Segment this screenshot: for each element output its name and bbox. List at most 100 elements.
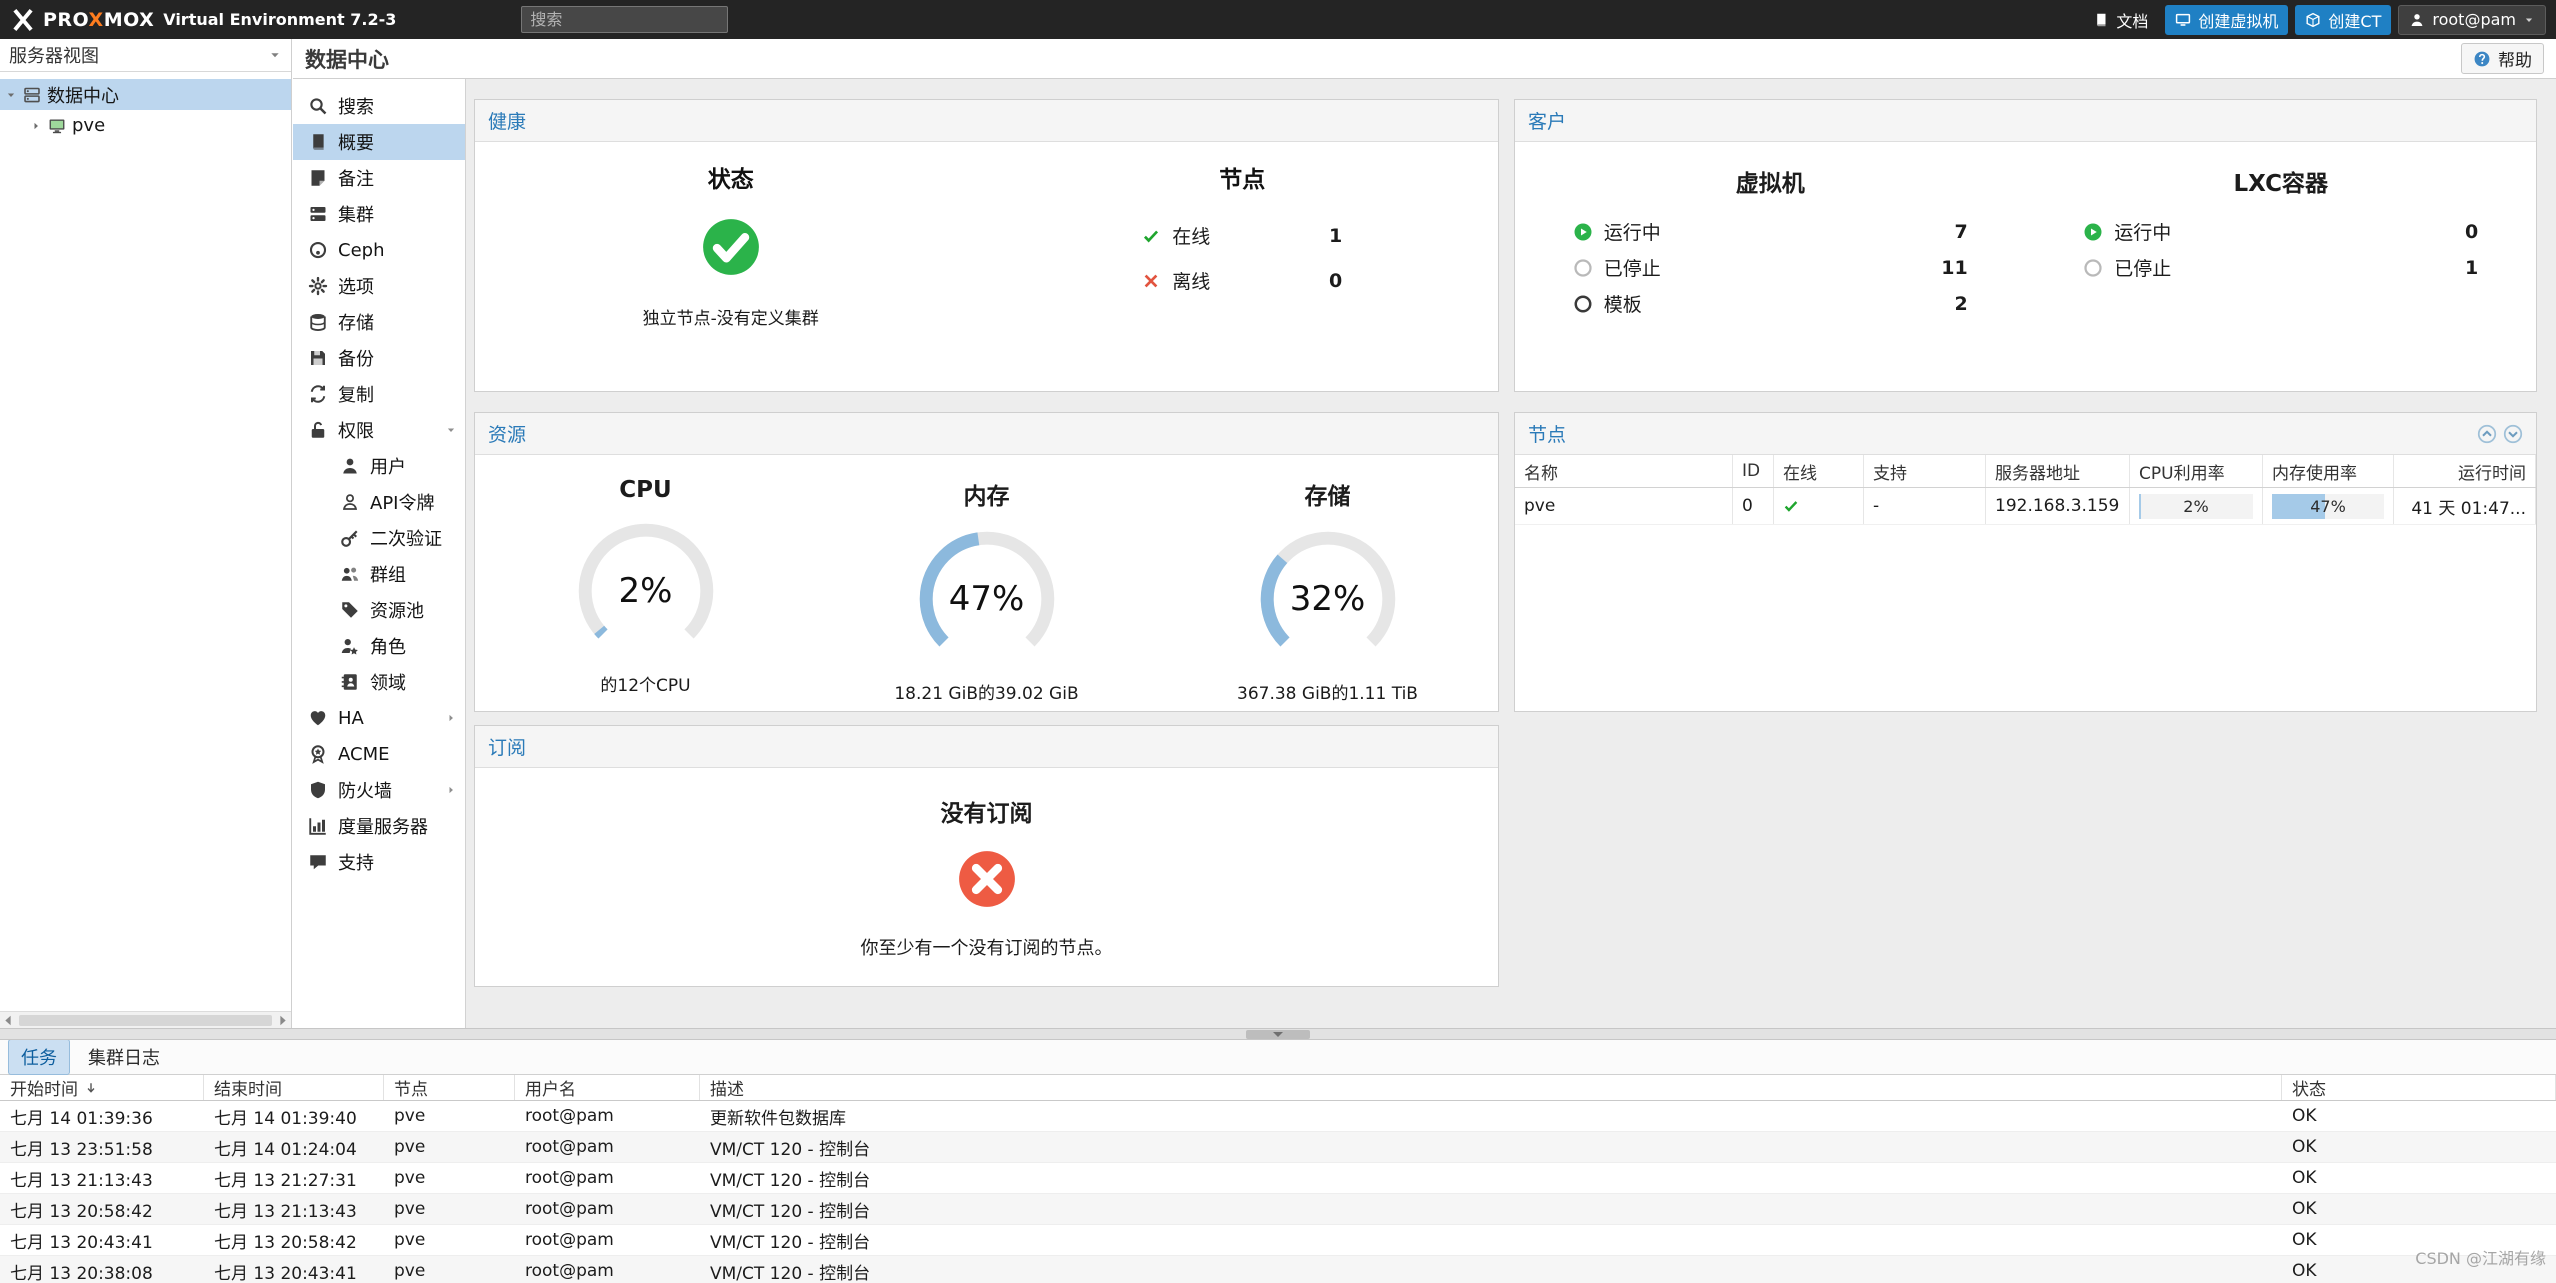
menu-item-two-factor[interactable]: 二次验证: [293, 520, 465, 556]
create-ct-button[interactable]: 创建CT: [2295, 4, 2392, 35]
expand-button[interactable]: [2503, 424, 2523, 444]
sidebar-horizontal-scrollbar[interactable]: [0, 1011, 291, 1028]
menu-item-ha[interactable]: HA: [293, 700, 465, 736]
task-row[interactable]: 七月 13 20:38:08 七月 13 20:43:41 pve root@pam V…: [0, 1256, 2556, 1283]
usage-bar: 2%: [2139, 493, 2253, 519]
task-row[interactable]: 七月 13 21:13:43 七月 13 21:27:31 pve root@pam V…: [0, 1163, 2556, 1194]
help-button[interactable]: 帮助: [2461, 43, 2544, 74]
menu-item-acme[interactable]: ACME: [293, 736, 465, 772]
menu-item-realms[interactable]: 领域: [293, 664, 465, 700]
menu-item-support[interactable]: 支持: [293, 844, 465, 880]
splitter-handle[interactable]: [1246, 1029, 1310, 1039]
template-icon: [1573, 294, 1593, 314]
menu-item-label: 资源池: [370, 601, 424, 622]
menu-item-search[interactable]: 搜索: [293, 88, 465, 124]
collapse-button[interactable]: [2477, 424, 2497, 444]
tasks-column-header-3[interactable]: 用户名: [515, 1075, 700, 1100]
guest-stat-label: 已停止: [1603, 258, 1661, 280]
guest-stat-rows: 运行中 0 已停止 1: [2083, 218, 2478, 281]
health-panel-title: 健康: [488, 111, 527, 133]
guest-stat-label: 运行中: [1603, 222, 1661, 244]
nodes-column-header-2[interactable]: 在线: [1774, 455, 1864, 487]
menu-item-ceph[interactable]: Ceph: [293, 232, 465, 268]
stop-circle-icon: [2083, 258, 2103, 278]
menu-item-label: API令牌: [370, 493, 435, 514]
tasks-column-header-2[interactable]: 节点: [384, 1075, 515, 1100]
tasks-column-header-1[interactable]: 结束时间: [204, 1075, 384, 1100]
user-menu-button[interactable]: root@pam: [2398, 4, 2546, 35]
nodes-column-header-1[interactable]: ID: [1733, 455, 1774, 487]
help-label: 帮助: [2498, 51, 2532, 71]
menu-item-groups[interactable]: 群组: [293, 556, 465, 592]
task-cell-1: 七月 13 21:27:31: [214, 1170, 357, 1191]
resources-body: CPU 2% 的12个CPU 内存 47% 18.21 GiB的39.02 GiB 存储 32…: [475, 455, 1498, 704]
menu-item-firewall[interactable]: 防火墙: [293, 772, 465, 808]
status-ok-icon: [700, 216, 762, 278]
task-row[interactable]: 七月 14 01:39:36 七月 14 01:39:40 pve root@pam 更…: [0, 1101, 2556, 1132]
nodes-column-header-6[interactable]: 内存使用率: [2263, 455, 2394, 487]
menu-item-users[interactable]: 用户: [293, 448, 465, 484]
task-cell-2: pve: [394, 1261, 426, 1281]
gauge-donut: 47%: [911, 523, 1063, 675]
health-body: 状态 独立节点-没有定义集群 节点 在线 1 离线 0: [475, 142, 1498, 329]
splitter[interactable]: [0, 1028, 2556, 1040]
tree-item-pve[interactable]: pve: [0, 110, 291, 141]
guests-body: 虚拟机 运行中 7 已停止 11 模板 2 LXC容器 运行中 0 已停止 1: [1515, 142, 2536, 317]
menu-item-label: 用户: [370, 457, 406, 478]
scrollbar-thumb[interactable]: [19, 1014, 272, 1026]
menu-item-notes[interactable]: 备注: [293, 160, 465, 196]
tree-item-datacenter[interactable]: 数据中心: [0, 79, 291, 110]
menu-item-replication[interactable]: 复制: [293, 376, 465, 412]
documentation-button[interactable]: 文档: [2083, 5, 2158, 35]
cross-icon: [1142, 272, 1160, 290]
tab-cluster-log[interactable]: 集群日志: [88, 1048, 160, 1069]
tasks-column-header-5[interactable]: 状态: [2282, 1075, 2556, 1100]
view-selector[interactable]: 服务器视图: [0, 39, 291, 72]
menu-item-options[interactable]: 选项: [293, 268, 465, 304]
nodes-column-header-3[interactable]: 支持: [1864, 455, 1986, 487]
guest-stat-value: 11: [1941, 256, 1968, 279]
health-nodes-column: 节点 在线 1 离线 0: [987, 142, 1499, 329]
gauge-storage: 存储 32% 367.38 GiB的1.11 TiB: [1157, 455, 1498, 704]
nodes-column-header-5[interactable]: CPU利用率: [2130, 455, 2263, 487]
task-row[interactable]: 七月 13 23:51:58 七月 14 01:24:04 pve root@pam V…: [0, 1132, 2556, 1163]
usage-bar-text: 2%: [2183, 496, 2209, 516]
menu-item-pools[interactable]: 资源池: [293, 592, 465, 628]
menu-item-api-tokens[interactable]: API令牌: [293, 484, 465, 520]
tasks-column-header-0[interactable]: 开始时间: [0, 1075, 204, 1100]
menu-item-label: 群组: [370, 565, 406, 586]
user-icon: [2409, 12, 2425, 28]
task-row[interactable]: 七月 13 20:43:41 七月 13 20:58:42 pve root@pam V…: [0, 1225, 2556, 1256]
gauge-value: 32%: [1289, 579, 1366, 619]
scroll-right-arrow[interactable]: [274, 1012, 291, 1029]
cube-icon: [2305, 12, 2321, 28]
page-title: 数据中心: [305, 47, 389, 72]
task-row[interactable]: 七月 13 20:58:42 七月 13 21:13:43 pve root@pam V…: [0, 1194, 2556, 1225]
tasks-column-label: 节点: [394, 1080, 428, 1100]
database-icon: [308, 312, 328, 332]
tab-tasks[interactable]: 任务: [8, 1040, 70, 1075]
menu-item-summary[interactable]: 概要: [293, 124, 465, 160]
nodes-column-header-7[interactable]: 运行时间: [2394, 455, 2536, 487]
menu-item-storage[interactable]: 存储: [293, 304, 465, 340]
task-cell-5: OK: [2292, 1230, 2317, 1250]
brand-text: PROXMOX: [43, 9, 154, 31]
menu-item-permissions[interactable]: 权限: [293, 412, 465, 448]
menu-item-cluster[interactable]: 集群: [293, 196, 465, 232]
create-vm-button[interactable]: 创建虚拟机: [2165, 4, 2289, 35]
scroll-left-arrow[interactable]: [0, 1012, 17, 1029]
menu-item-label: 领域: [370, 673, 406, 694]
gauge-value: 2%: [618, 571, 673, 611]
chevron-down-icon: [5, 89, 17, 101]
menu-item-backup[interactable]: 备份: [293, 340, 465, 376]
tasks-column-header-4[interactable]: 描述: [700, 1075, 2282, 1100]
menu-item-roles[interactable]: 角色: [293, 628, 465, 664]
nodes-column-header-4[interactable]: 服务器地址: [1986, 455, 2130, 487]
global-search-input[interactable]: [521, 6, 729, 33]
node-row[interactable]: pve 0 -192.168.3.159 2% 47% 41 天 01:47...: [1515, 488, 2536, 525]
datacenter-body: 搜索 概要 备注 集群 Ceph 选项 存储 备份 复制 权限用户 API令牌二次验证群组资源池角色…: [293, 79, 2556, 1028]
menu-item-metric-server[interactable]: 度量服务器: [293, 808, 465, 844]
menu-item-label: 防火墙: [338, 781, 392, 802]
task-cell-1: 七月 13 21:13:43: [214, 1201, 357, 1222]
nodes-column-header-0[interactable]: 名称: [1515, 455, 1733, 487]
